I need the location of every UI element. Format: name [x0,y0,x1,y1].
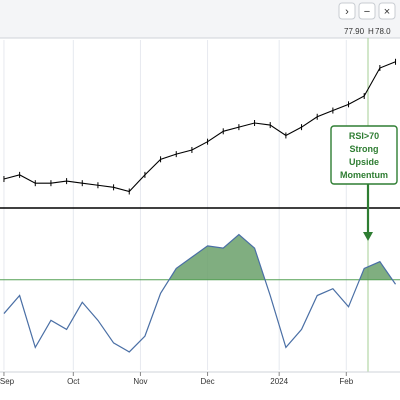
price-panel [3,58,397,195]
high-label: H [368,27,374,36]
header-strip [0,0,400,38]
current-value: 77.90 [344,27,365,36]
grid [3,40,347,370]
minus-icon: − [364,6,370,18]
price-line [3,61,396,193]
rsi-overbought-fill [169,234,393,280]
x-axis: Sep Oct Nov Dec 2024 Feb [0,372,354,386]
chevron-right-icon: › [345,6,349,18]
annotation-line-2: Strong [350,144,379,154]
rsi-line [3,233,397,353]
header-values: 77.90 H 78.0 [344,27,391,36]
x-tick-label: Dec [200,377,214,386]
expand-button[interactable] [338,2,356,20]
annotation-box [330,125,398,185]
high-value: 78.0 [375,27,391,36]
rsi-panel [0,233,400,353]
x-tick-label: Nov [133,377,147,386]
annotation-line-3: Upside [349,157,379,167]
close-button[interactable] [378,2,396,20]
momentum-annotation: RSI>70 Strong Upside Momentum [330,125,398,241]
x-tick-label: Feb [339,377,353,386]
annotation-line-1: RSI>70 [349,131,379,141]
header-controls: › − × [338,2,396,20]
close-icon: × [384,6,390,18]
x-tick-label: Sep [0,377,15,386]
x-tick-label: 2024 [270,377,288,386]
annotation-line-4: Momentum [340,170,388,180]
x-tick-label: Oct [67,377,80,386]
annotation-arrow-head [363,232,373,241]
minimize-button[interactable] [358,2,376,20]
